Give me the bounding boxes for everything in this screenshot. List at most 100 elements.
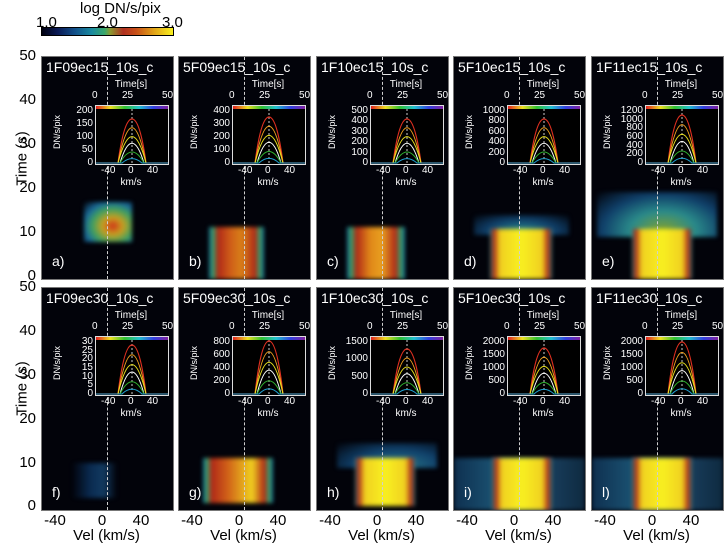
x-axis-label: Vel (km/s): [210, 527, 277, 544]
inset-y-label: DN/s/pix: [52, 345, 63, 381]
inset-x-label: km/s: [120, 408, 142, 419]
inset-y-label: DN/s/pix: [327, 114, 338, 150]
zero-velocity-line: [382, 288, 383, 510]
panel-label: b): [189, 253, 202, 269]
panel-title: 1F11ec30_10s_c: [596, 290, 703, 306]
x-tick: 40: [132, 512, 150, 529]
panel-label: g): [189, 484, 202, 500]
x-tick: 40: [407, 512, 425, 529]
x-tick: 0: [509, 512, 519, 529]
time-color-bar: [646, 106, 718, 109]
time-color-bar: [233, 106, 305, 109]
y-tick: 20: [19, 410, 36, 427]
inset-line-plot: [370, 105, 444, 165]
heatmap-panel: 1F10ec30_10s_c h) Time[s] 0 25 50 0 500 1000 1500…: [316, 287, 449, 511]
inset-y-label: DN/s/pix: [327, 345, 338, 381]
zero-velocity-line: [657, 57, 658, 279]
heatmap-panel: 1F09ec30_10s_c f) Time[s] 0 25 50 0 5 10 15 20 25 30…: [41, 287, 174, 511]
inset-x-label: km/s: [532, 177, 554, 188]
emission-region: [84, 202, 132, 242]
inset-y-ticks: 0 100 200 300 400: [213, 105, 230, 168]
time-color-bar: [233, 337, 305, 340]
inset-x-label: km/s: [395, 177, 417, 188]
inset-y-label: DN/s/pix: [602, 114, 613, 150]
panel-label: a): [52, 253, 65, 269]
inset-line-plot: [507, 105, 581, 165]
panel-label: f): [52, 484, 61, 500]
emission-region: [355, 458, 415, 506]
panel-title: 1F10ec15_10s_c: [321, 59, 429, 75]
inset-time-label: Time[s]: [114, 79, 148, 90]
inset-y-label: DN/s/pix: [189, 114, 200, 150]
panel-title: 5F10ec15_10s_c: [458, 59, 566, 75]
heatmap-panel: 5F10ec15_10s_c d) Time[s] 0 25 50 0 200 400 600 80…: [453, 56, 586, 280]
inset-x-label: km/s: [120, 177, 142, 188]
time-color-bar: [96, 337, 168, 340]
colorbar-tick: 3.0: [162, 14, 183, 31]
inset-line-plot: [507, 336, 581, 396]
y-tick: 50: [19, 278, 36, 295]
x-tick: -40: [181, 512, 203, 529]
emission-region: [347, 227, 405, 279]
emission-region: [490, 229, 552, 279]
inset-x-label: km/s: [532, 408, 554, 419]
y-tick: 30: [19, 366, 36, 383]
x-axis-label: Vel (km/s): [623, 527, 690, 544]
inset-time-label: Time[s]: [389, 79, 423, 90]
emission-region: [632, 229, 692, 279]
inset-line-plot: [95, 105, 169, 165]
colorbar: [41, 27, 174, 36]
x-axis-label: Vel (km/s): [73, 527, 140, 544]
heatmap-panel: 1F11ec15_10s_c e) Time[s] 0 25 50 0 200 400 600 80…: [591, 56, 724, 280]
inset-time-label: Time[s]: [251, 310, 285, 321]
x-tick: 40: [269, 512, 287, 529]
colorbar-title: log DN/s/pix: [80, 0, 161, 17]
y-tick: 40: [19, 91, 36, 108]
x-tick: -40: [456, 512, 478, 529]
inset-y-ticks: 0 50 100 150 200: [76, 105, 93, 168]
time-color-bar: [508, 337, 580, 340]
inset-line-plot: [645, 336, 719, 396]
inset-line-plot: [645, 105, 719, 165]
colorbar-tick: 1.0: [36, 14, 57, 31]
panel-title: 1F11ec15_10s_c: [596, 59, 703, 75]
x-tick: -40: [594, 512, 616, 529]
inset-x-label: km/s: [257, 408, 279, 419]
panel-label: d): [464, 253, 477, 269]
inset-time-label: Time[s]: [251, 79, 285, 90]
heatmap-panel: 1F10ec15_10s_c c) Time[s] 0 25 50 0 100 200 300 40…: [316, 56, 449, 280]
x-tick: 0: [234, 512, 244, 529]
panel-title: 5F09ec15_10s_c: [183, 59, 291, 75]
panel-title: 1F09ec15_10s_c: [46, 59, 154, 75]
time-color-bar: [508, 106, 580, 109]
heatmap-panel: 5F10ec30_10s_c i) Time[s] 0 25 50 0 500 1000 1500…: [453, 287, 586, 511]
x-tick: -40: [319, 512, 341, 529]
y-tick: 10: [19, 454, 36, 471]
heatmap-panel: 5F09ec30_10s_c g) Time[s] 0 25 50 0 200 400 600 80…: [178, 287, 311, 511]
inset-x-label: km/s: [395, 408, 417, 419]
inset-time-label: Time[s]: [664, 79, 698, 90]
inset-time-label: Time[s]: [664, 310, 698, 321]
y-tick: 30: [19, 135, 36, 152]
inset-y-label: DN/s/pix: [189, 345, 200, 381]
inset-y-ticks: 0 200 400 600 800 1000: [482, 105, 505, 168]
inset-y-label: DN/s/pix: [52, 114, 63, 150]
x-tick: 40: [682, 512, 700, 529]
heatmap-panel: 1F11ec30_10s_c l) Time[s] 0 25 50 0 500 1000 1500…: [591, 287, 724, 511]
inset-y-ticks: 0 200 400 600 800 1000 1200: [620, 105, 643, 168]
panel-title: 1F09ec30_10s_c: [46, 290, 154, 306]
time-color-bar: [96, 106, 168, 109]
inset-x-label: km/s: [257, 177, 279, 188]
inset-time-label: Time[s]: [389, 310, 423, 321]
zero-velocity-line: [519, 57, 520, 279]
inset-line-plot: [95, 336, 169, 396]
y-tick: 20: [19, 179, 36, 196]
x-tick: 0: [97, 512, 107, 529]
zero-velocity-line: [519, 288, 520, 510]
inset-time-label: Time[s]: [114, 310, 148, 321]
inset-x-label: km/s: [670, 177, 692, 188]
y-tick: 10: [19, 223, 36, 240]
y-tick: 0: [27, 497, 36, 514]
time-color-bar: [371, 106, 443, 109]
inset-y-ticks: 0 500 1000 1500 2000: [482, 336, 505, 399]
